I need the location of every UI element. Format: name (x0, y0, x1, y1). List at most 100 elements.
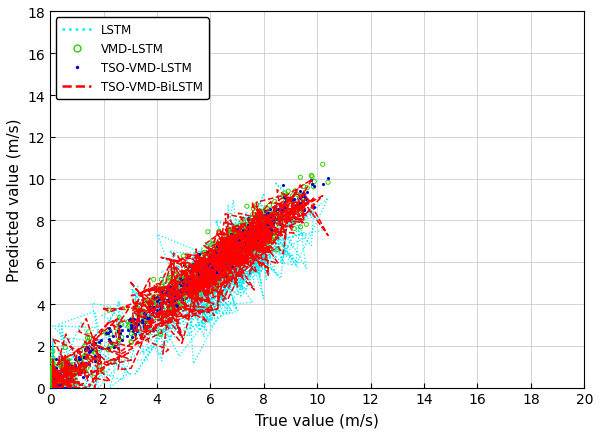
TSO-VMD-LSTM (323, 176, 333, 183)
TSO-VMD-LSTM (239, 243, 249, 250)
VMD-LSTM (223, 232, 233, 239)
VMD-LSTM (48, 368, 58, 375)
TSO-VMD-LSTM (91, 340, 100, 347)
VMD-LSTM (61, 378, 70, 385)
VMD-LSTM (258, 240, 268, 247)
VMD-LSTM (270, 199, 280, 206)
VMD-LSTM (204, 272, 214, 279)
VMD-LSTM (194, 274, 203, 281)
TSO-VMD-LSTM (48, 373, 58, 380)
TSO-VMD-LSTM (222, 253, 232, 260)
VMD-LSTM (152, 296, 162, 303)
VMD-LSTM (210, 262, 220, 269)
TSO-VMD-LSTM (274, 214, 283, 221)
VMD-LSTM (48, 374, 58, 381)
TSO-VMD-LSTM (209, 247, 219, 254)
TSO-VMD-LSTM (295, 201, 304, 208)
VMD-LSTM (280, 207, 289, 214)
TSO-VMD-LSTM (260, 207, 270, 214)
VMD-LSTM (259, 227, 269, 234)
VMD-LSTM (48, 384, 58, 391)
VMD-LSTM (227, 236, 237, 243)
TSO-VMD-LSTM (48, 384, 58, 391)
TSO-VMD-LSTM (117, 337, 127, 344)
X-axis label: True value (m/s): True value (m/s) (255, 412, 379, 427)
VMD-LSTM (194, 276, 203, 283)
TSO-VMD-LSTM (48, 384, 58, 391)
TSO-VMD-LSTM (251, 229, 261, 236)
VMD-LSTM (101, 330, 111, 337)
VMD-LSTM (252, 236, 262, 243)
TSO-VMD-LSTM (216, 266, 226, 273)
VMD-LSTM (214, 252, 224, 259)
VMD-LSTM (217, 266, 227, 273)
TSO-VMD-LSTM (48, 384, 58, 391)
VMD-LSTM (254, 233, 264, 240)
VMD-LSTM (164, 307, 173, 314)
TSO-VMD-LSTM (193, 283, 202, 289)
VMD-LSTM (251, 229, 261, 236)
TSO-VMD-LSTM (170, 296, 180, 303)
TSO-VMD-LSTM (281, 196, 291, 203)
VMD-LSTM (170, 283, 179, 290)
TSO-VMD-LSTM (238, 227, 248, 234)
VMD-LSTM (208, 237, 218, 244)
TSO-VMD-LSTM (216, 253, 226, 260)
VMD-LSTM (247, 215, 257, 222)
TSO-VMD-LSTM (48, 368, 58, 375)
TSO-VMD-LSTM (275, 221, 285, 228)
VMD-LSTM (48, 372, 58, 378)
VMD-LSTM (261, 233, 271, 240)
VMD-LSTM (221, 261, 230, 268)
VMD-LSTM (258, 248, 268, 255)
TSO-VMD-LSTM (228, 247, 238, 254)
VMD-LSTM (266, 212, 275, 219)
VMD-LSTM (155, 331, 165, 338)
VMD-LSTM (163, 301, 173, 308)
VMD-LSTM (70, 368, 80, 375)
VMD-LSTM (225, 259, 235, 266)
VMD-LSTM (196, 277, 205, 284)
TSO-VMD-LSTM (80, 354, 89, 361)
TSO-VMD-LSTM (296, 188, 305, 195)
TSO-VMD-LSTM (133, 320, 143, 327)
VMD-LSTM (48, 384, 58, 391)
TSO-VMD-LSTM (48, 384, 58, 391)
VMD-LSTM (240, 257, 250, 264)
VMD-LSTM (82, 354, 91, 361)
VMD-LSTM (310, 179, 319, 186)
TSO-VMD-LSTM (254, 232, 264, 239)
TSO-VMD-LSTM (84, 349, 94, 355)
VMD-LSTM (181, 274, 190, 281)
TSO-VMD-LSTM (221, 246, 230, 253)
LSTM (297, 218, 304, 224)
VMD-LSTM (272, 247, 282, 253)
VMD-LSTM (179, 283, 188, 289)
TSO-VMD-LSTM (48, 368, 58, 375)
VMD-LSTM (186, 276, 196, 283)
TSO-VMD-LSTM (280, 205, 290, 212)
VMD-LSTM (48, 378, 58, 385)
TSO-VMD-LSTM (253, 218, 263, 225)
VMD-LSTM (233, 255, 243, 262)
TSO-VMD-LSTM (68, 384, 77, 391)
VMD-LSTM (48, 382, 58, 389)
VMD-LSTM (223, 243, 233, 250)
VMD-LSTM (157, 301, 167, 308)
VMD-LSTM (293, 192, 302, 199)
TSO-VMD-LSTM (48, 378, 58, 385)
TSO-VMD-LSTM (77, 369, 86, 376)
VMD-LSTM (206, 264, 215, 271)
VMD-LSTM (48, 384, 58, 391)
TSO-VMD-LSTM (169, 308, 178, 315)
TSO-VMD-LSTM (202, 265, 212, 272)
VMD-LSTM (175, 290, 184, 297)
VMD-LSTM (48, 379, 58, 386)
VMD-LSTM (205, 251, 215, 258)
TSO-VMD-LSTM (226, 248, 235, 255)
TSO-VMD-LSTM (200, 264, 210, 271)
TSO-VMD-LSTM (245, 221, 255, 228)
VMD-LSTM (192, 261, 202, 268)
TSO-VMD-LSTM (48, 374, 58, 381)
VMD-LSTM (194, 268, 204, 275)
